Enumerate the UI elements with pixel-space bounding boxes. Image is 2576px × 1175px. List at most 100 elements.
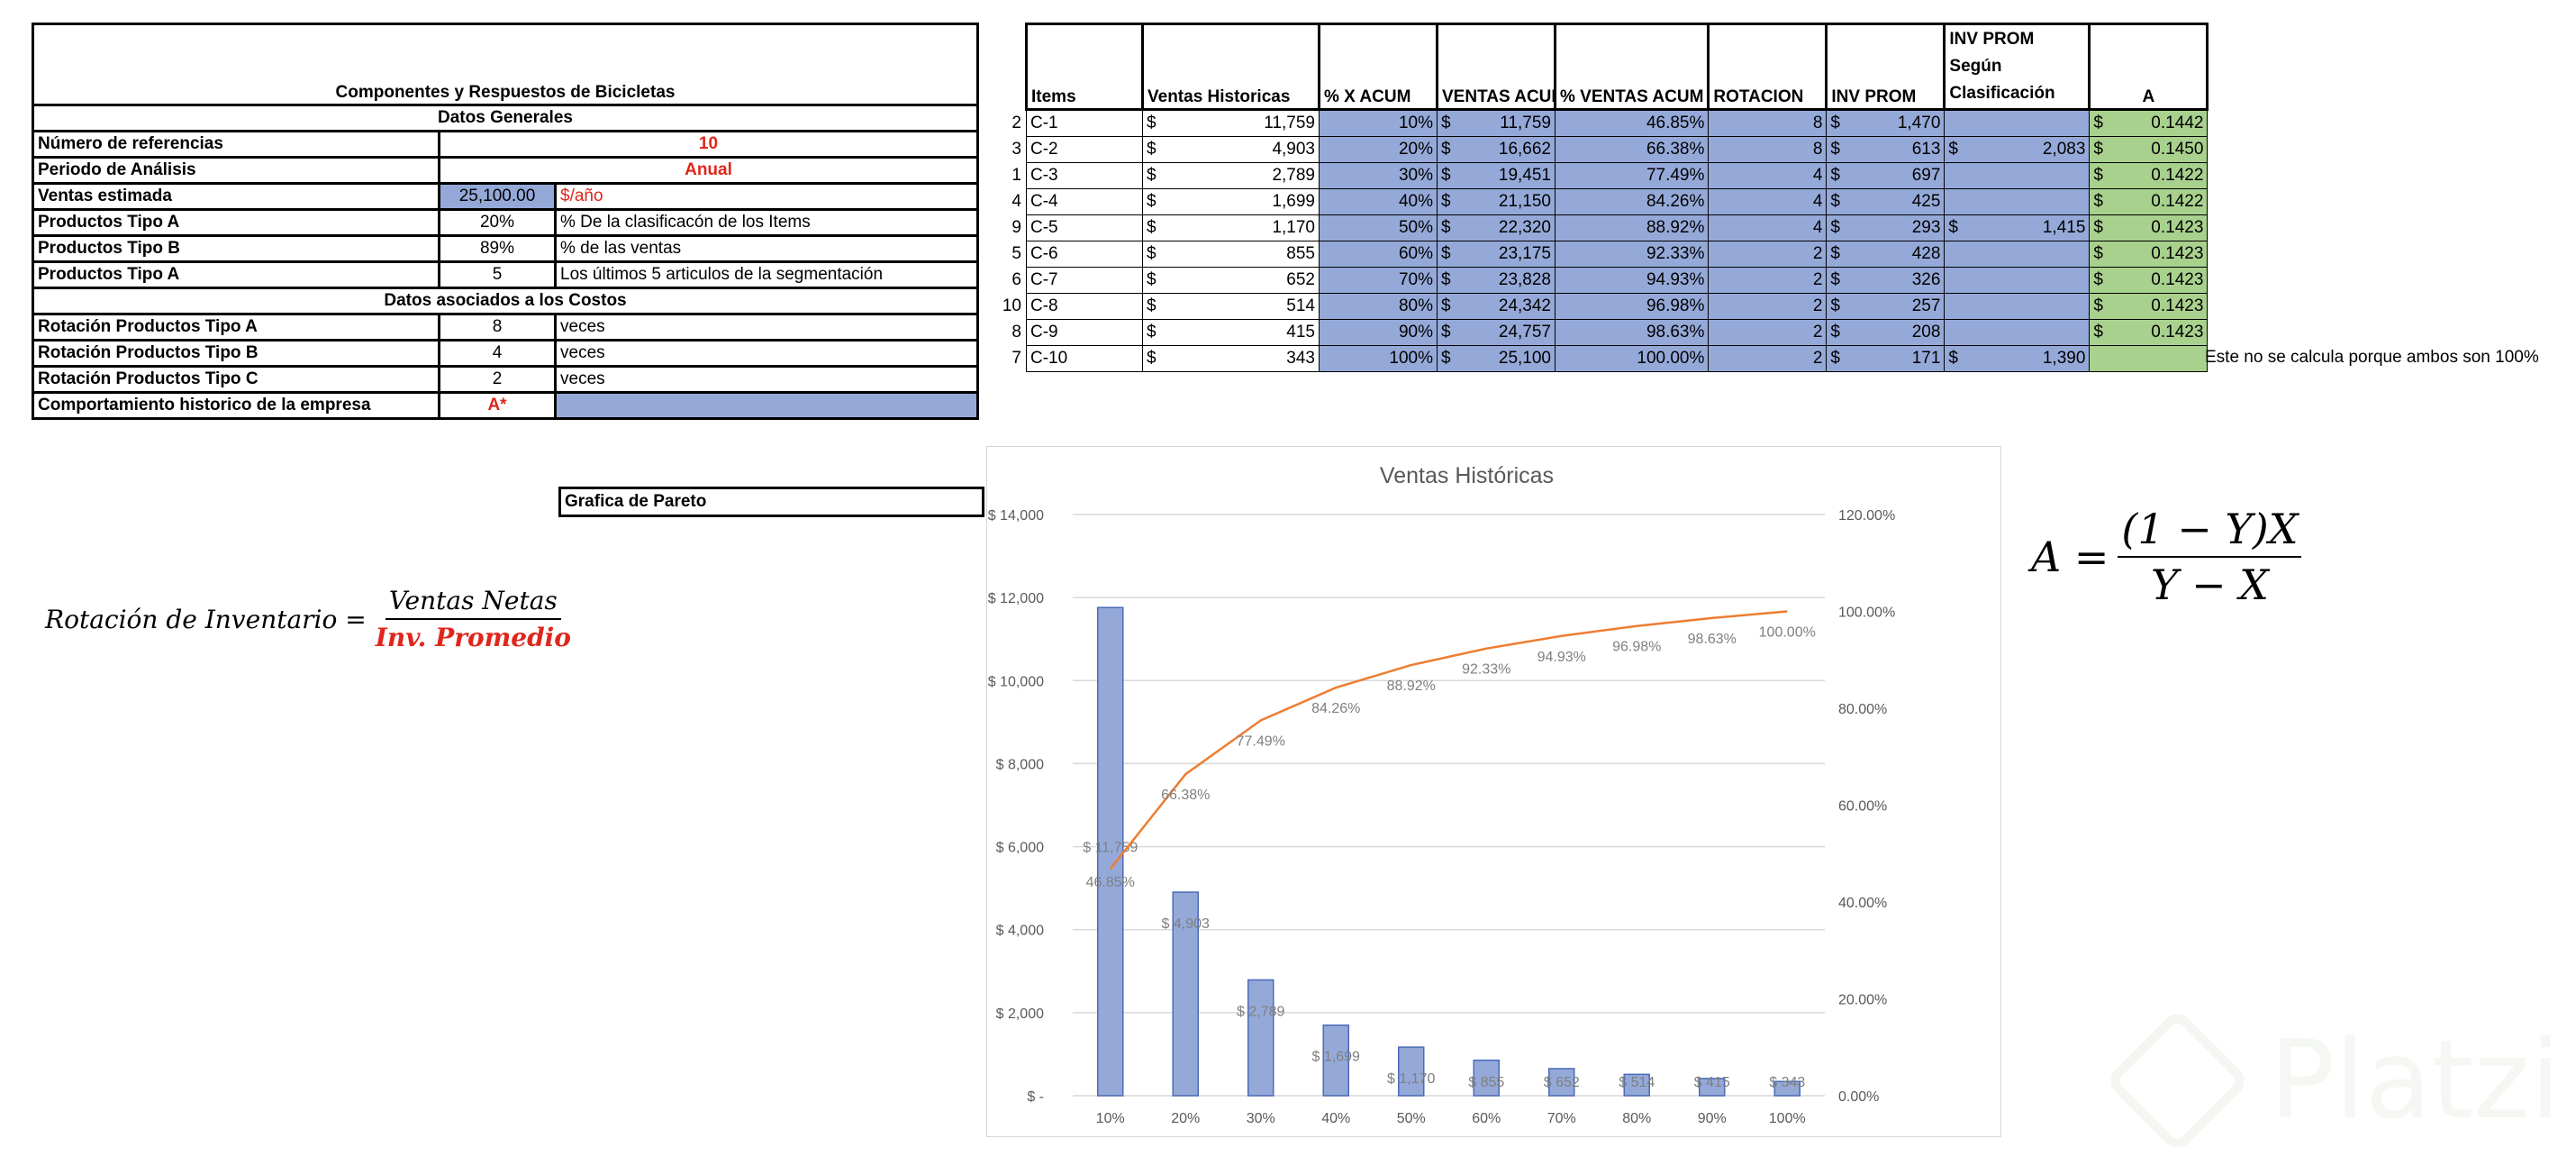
ventas-acum-cell[interactable]: $21,150 bbox=[1437, 188, 1556, 215]
inv-clas-cell[interactable] bbox=[1944, 319, 2091, 346]
a-cell[interactable]: $0.1423 bbox=[2089, 214, 2209, 241]
pct-ventas-cell[interactable]: 77.49% bbox=[1554, 162, 1710, 189]
rotacion-cell[interactable]: 2 bbox=[1708, 345, 1828, 372]
history-value[interactable]: A* bbox=[438, 391, 557, 420]
cost-value[interactable]: 4 bbox=[438, 339, 557, 368]
header-inv-clas[interactable]: INV PROM Según Clasificación bbox=[1943, 23, 2091, 111]
item-cell[interactable]: C-3 bbox=[1026, 162, 1143, 189]
inv-clas-cell[interactable] bbox=[1944, 162, 2091, 189]
inv-clas-cell[interactable] bbox=[1944, 267, 2091, 294]
ventas-cell[interactable]: $4,903 bbox=[1142, 136, 1320, 163]
inv-prom-cell[interactable]: $293 bbox=[1826, 214, 1946, 241]
pct-ventas-cell[interactable]: 98.63% bbox=[1554, 319, 1710, 346]
rotacion-cell[interactable]: 8 bbox=[1708, 136, 1828, 163]
inv-clas-cell[interactable] bbox=[1944, 109, 2091, 137]
row-label[interactable]: Ventas estimada bbox=[32, 182, 440, 211]
x-acum-cell[interactable]: 50% bbox=[1319, 214, 1438, 241]
row-label[interactable]: Periodo de Análisis bbox=[32, 156, 440, 185]
x-acum-cell[interactable]: 70% bbox=[1319, 267, 1438, 294]
ventas-acum-cell[interactable]: $22,320 bbox=[1437, 214, 1556, 241]
item-cell[interactable]: C-5 bbox=[1026, 214, 1143, 241]
a-cell[interactable]: $0.1422 bbox=[2089, 162, 2209, 189]
item-cell[interactable]: C-10 bbox=[1026, 345, 1143, 372]
inv-prom-cell[interactable]: $208 bbox=[1826, 319, 1946, 346]
item-cell[interactable]: C-9 bbox=[1026, 319, 1143, 346]
item-cell[interactable]: C-8 bbox=[1026, 293, 1143, 320]
a-cell[interactable]: $0.1422 bbox=[2089, 188, 2209, 215]
row-value[interactable]: 25,100.00 bbox=[438, 182, 557, 211]
inv-prom-cell[interactable]: $697 bbox=[1826, 162, 1946, 189]
header-pct-ventas[interactable]: % VENTAS ACUM bbox=[1553, 23, 1710, 111]
ventas-cell[interactable]: $1,170 bbox=[1142, 214, 1320, 241]
x-acum-cell[interactable]: 40% bbox=[1319, 188, 1438, 215]
a-cell[interactable]: $0.1423 bbox=[2089, 241, 2209, 268]
rotacion-cell[interactable]: 2 bbox=[1708, 319, 1828, 346]
rotacion-cell[interactable]: 4 bbox=[1708, 162, 1828, 189]
ventas-acum-cell[interactable]: $23,175 bbox=[1437, 241, 1556, 268]
pct-ventas-cell[interactable]: 66.38% bbox=[1554, 136, 1710, 163]
x-acum-cell[interactable]: 30% bbox=[1319, 162, 1438, 189]
inv-clas-cell[interactable] bbox=[1944, 293, 2091, 320]
cost-value[interactable]: 2 bbox=[438, 365, 557, 394]
inv-prom-cell[interactable]: $257 bbox=[1826, 293, 1946, 320]
pct-ventas-cell[interactable]: 84.26% bbox=[1554, 188, 1710, 215]
pct-ventas-cell[interactable]: 96.98% bbox=[1554, 293, 1710, 320]
row-unit[interactable]: Los últimos 5 articulos de la segmentaci… bbox=[554, 260, 979, 289]
x-acum-cell[interactable]: 100% bbox=[1319, 345, 1438, 372]
ventas-cell[interactable]: $343 bbox=[1142, 345, 1320, 372]
ventas-acum-cell[interactable]: $24,342 bbox=[1437, 293, 1556, 320]
item-cell[interactable]: C-7 bbox=[1026, 267, 1143, 294]
cost-unit[interactable]: veces bbox=[554, 339, 979, 368]
header-inv-prom[interactable]: INV PROM bbox=[1825, 23, 1946, 111]
table-row[interactable]: 6 C-7 $652 70% $23,828 94.93% 2 $326 $0.1423 bbox=[991, 267, 2209, 294]
row-value[interactable]: 5 bbox=[438, 260, 557, 289]
rotacion-cell[interactable]: 4 bbox=[1708, 188, 1828, 215]
ventas-acum-cell[interactable]: $25,100 bbox=[1437, 345, 1556, 372]
row-value[interactable]: 20% bbox=[438, 208, 557, 237]
x-acum-cell[interactable]: 10% bbox=[1319, 109, 1438, 137]
ventas-cell[interactable]: $2,789 bbox=[1142, 162, 1320, 189]
rotacion-cell[interactable]: 8 bbox=[1708, 109, 1828, 137]
cost-value[interactable]: 8 bbox=[438, 313, 557, 342]
rotacion-cell[interactable]: 4 bbox=[1708, 214, 1828, 241]
header-ventas[interactable]: Ventas Historicas bbox=[1141, 23, 1320, 111]
header-x-acum[interactable]: % X ACUM bbox=[1318, 23, 1438, 111]
rotacion-cell[interactable]: 2 bbox=[1708, 241, 1828, 268]
row-label[interactable]: Productos Tipo A bbox=[32, 260, 440, 289]
inv-clas-cell[interactable]: $2,083 bbox=[1944, 136, 2091, 163]
row-unit[interactable]: % de las ventas bbox=[554, 234, 979, 263]
item-cell[interactable]: C-2 bbox=[1026, 136, 1143, 163]
inv-prom-cell[interactable]: $171 bbox=[1826, 345, 1946, 372]
table-row[interactable]: 7 C-10 $343 100% $25,100 100.00% 2 $171 $1,390 bbox=[991, 345, 2209, 372]
inv-prom-cell[interactable]: $425 bbox=[1826, 188, 1946, 215]
cost-label[interactable]: Rotación Productos Tipo C bbox=[32, 365, 440, 394]
pct-ventas-cell[interactable]: 46.85% bbox=[1554, 109, 1710, 137]
inv-clas-cell[interactable] bbox=[1944, 188, 2091, 215]
ventas-cell[interactable]: $1,699 bbox=[1142, 188, 1320, 215]
item-cell[interactable]: C-4 bbox=[1026, 188, 1143, 215]
inv-prom-cell[interactable]: $613 bbox=[1826, 136, 1946, 163]
table-row[interactable]: 4 C-4 $1,699 40% $21,150 84.26% 4 $425 $0.1422 bbox=[991, 188, 2209, 215]
cost-label[interactable]: Rotación Productos Tipo A bbox=[32, 313, 440, 342]
a-cell[interactable]: $0.1450 bbox=[2089, 136, 2209, 163]
ventas-acum-cell[interactable]: $16,662 bbox=[1437, 136, 1556, 163]
x-acum-cell[interactable]: 20% bbox=[1319, 136, 1438, 163]
header-items[interactable]: Items bbox=[1025, 23, 1144, 111]
inv-clas-cell[interactable] bbox=[1944, 241, 2091, 268]
a-cell[interactable]: $0.1423 bbox=[2089, 319, 2209, 346]
a-cell[interactable]: $0.1423 bbox=[2089, 267, 2209, 294]
ventas-cell[interactable]: $11,759 bbox=[1142, 109, 1320, 137]
row-unit[interactable]: $/año bbox=[554, 182, 979, 211]
ventas-cell[interactable]: $652 bbox=[1142, 267, 1320, 294]
header-a[interactable]: A bbox=[2088, 23, 2209, 111]
ventas-acum-cell[interactable]: $11,759 bbox=[1437, 109, 1556, 137]
row-value[interactable]: 89% bbox=[438, 234, 557, 263]
rotacion-cell[interactable]: 2 bbox=[1708, 267, 1828, 294]
header-rotacion[interactable]: ROTACION bbox=[1707, 23, 1828, 111]
pareto-label[interactable]: Grafica de Pareto bbox=[558, 487, 984, 517]
rotacion-cell[interactable]: 2 bbox=[1708, 293, 1828, 320]
header-ventas-acum[interactable]: VENTAS ACUM bbox=[1436, 23, 1556, 111]
inv-prom-cell[interactable]: $1,470 bbox=[1826, 109, 1946, 137]
row-label[interactable]: Número de referencias bbox=[32, 130, 440, 159]
table-row[interactable]: 2 C-1 $11,759 10% $11,759 46.85% 8 $1,470 $0.144… bbox=[991, 109, 2209, 137]
